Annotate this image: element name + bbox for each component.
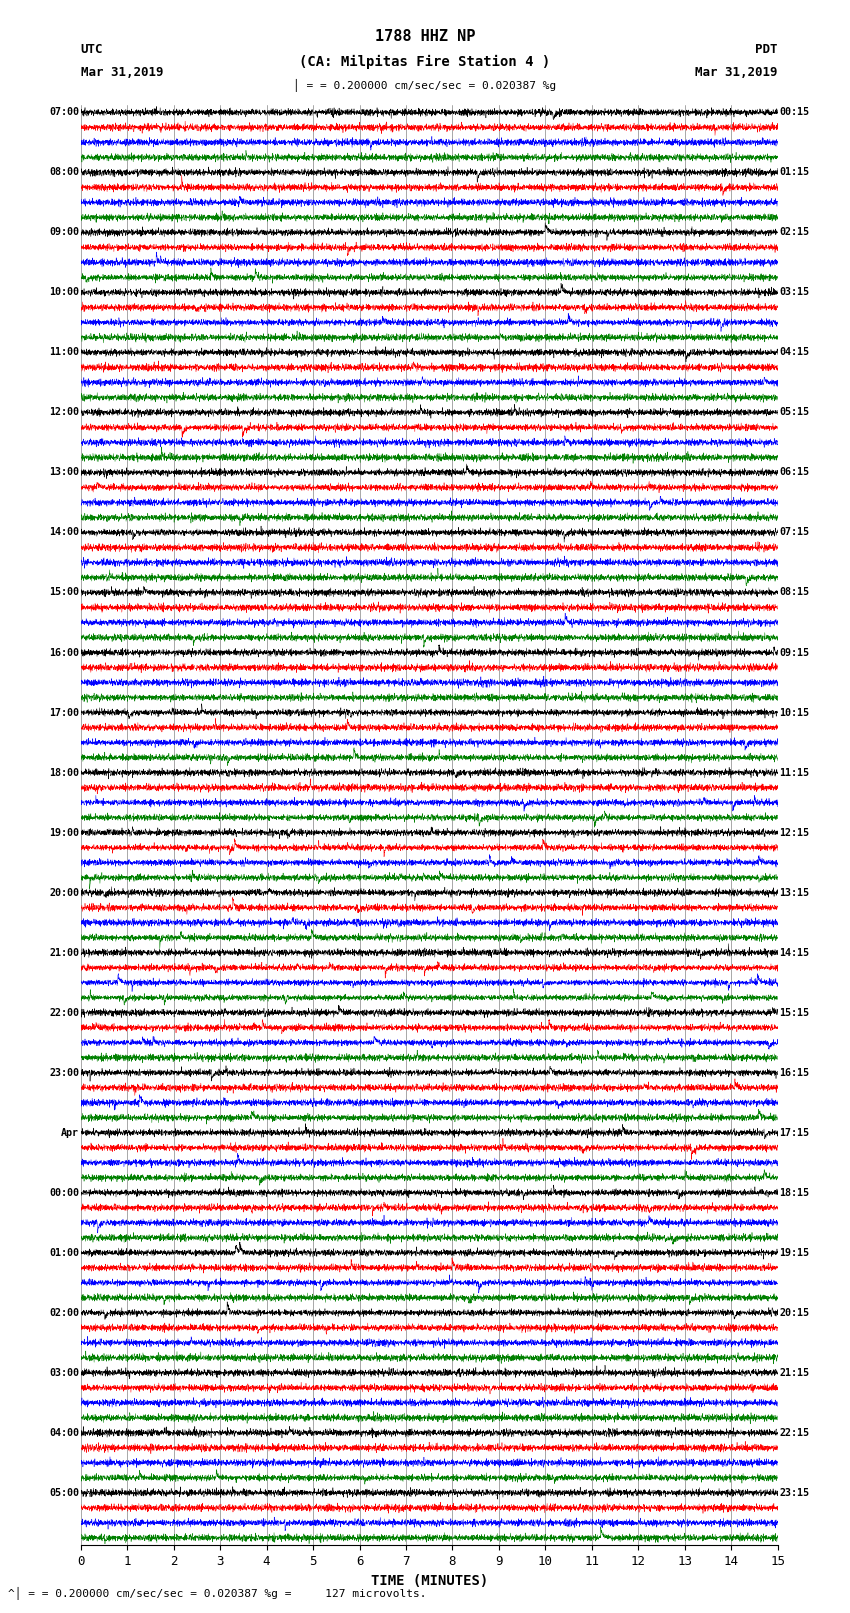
Text: 21:00: 21:00 <box>49 947 79 958</box>
Text: PDT: PDT <box>756 44 778 56</box>
Text: Mar 31,2019: Mar 31,2019 <box>81 66 163 79</box>
Text: 14:15: 14:15 <box>779 947 809 958</box>
Text: 18:00: 18:00 <box>49 768 79 777</box>
Text: 15:15: 15:15 <box>779 1008 809 1018</box>
Text: 02:00: 02:00 <box>49 1308 79 1318</box>
Text: 01:15: 01:15 <box>779 168 809 177</box>
Text: 22:00: 22:00 <box>49 1008 79 1018</box>
Text: 1788 HHZ NP: 1788 HHZ NP <box>375 29 475 44</box>
Text: 17:15: 17:15 <box>779 1127 809 1137</box>
Text: 06:15: 06:15 <box>779 468 809 477</box>
Text: 05:00: 05:00 <box>49 1487 79 1498</box>
Text: 14:00: 14:00 <box>49 527 79 537</box>
X-axis label: TIME (MINUTES): TIME (MINUTES) <box>371 1574 488 1587</box>
Text: 00:00: 00:00 <box>49 1187 79 1198</box>
Text: UTC: UTC <box>81 44 103 56</box>
Text: Apr: Apr <box>61 1127 79 1137</box>
Text: 04:15: 04:15 <box>779 347 809 358</box>
Text: 11:15: 11:15 <box>779 768 809 777</box>
Text: Mar 31,2019: Mar 31,2019 <box>695 66 778 79</box>
Text: 07:15: 07:15 <box>779 527 809 537</box>
Text: 00:15: 00:15 <box>779 108 809 118</box>
Text: 02:15: 02:15 <box>779 227 809 237</box>
Text: 12:15: 12:15 <box>779 827 809 837</box>
Text: 12:00: 12:00 <box>49 408 79 418</box>
Text: 04:00: 04:00 <box>49 1428 79 1437</box>
Text: 19:15: 19:15 <box>779 1248 809 1258</box>
Text: 03:15: 03:15 <box>779 287 809 297</box>
Text: 15:00: 15:00 <box>49 587 79 597</box>
Text: 23:15: 23:15 <box>779 1487 809 1498</box>
Text: 01:00: 01:00 <box>49 1248 79 1258</box>
Text: 16:00: 16:00 <box>49 647 79 658</box>
Text: 10:00: 10:00 <box>49 287 79 297</box>
Text: (CA: Milpitas Fire Station 4 ): (CA: Milpitas Fire Station 4 ) <box>299 55 551 69</box>
Text: 20:00: 20:00 <box>49 887 79 897</box>
Text: 08:00: 08:00 <box>49 168 79 177</box>
Text: 17:00: 17:00 <box>49 708 79 718</box>
Text: 10:15: 10:15 <box>779 708 809 718</box>
Text: 03:00: 03:00 <box>49 1368 79 1378</box>
Text: │ = = 0.200000 cm/sec/sec = 0.020387 %g: │ = = 0.200000 cm/sec/sec = 0.020387 %g <box>293 79 557 92</box>
Text: 07:00: 07:00 <box>49 108 79 118</box>
Text: 16:15: 16:15 <box>779 1068 809 1077</box>
Text: 22:15: 22:15 <box>779 1428 809 1437</box>
Text: 05:15: 05:15 <box>779 408 809 418</box>
Text: 18:15: 18:15 <box>779 1187 809 1198</box>
Text: 09:00: 09:00 <box>49 227 79 237</box>
Text: 09:15: 09:15 <box>779 647 809 658</box>
Text: 13:15: 13:15 <box>779 887 809 897</box>
Text: 21:15: 21:15 <box>779 1368 809 1378</box>
Text: 20:15: 20:15 <box>779 1308 809 1318</box>
Text: 08:15: 08:15 <box>779 587 809 597</box>
Text: 11:00: 11:00 <box>49 347 79 358</box>
Text: 19:00: 19:00 <box>49 827 79 837</box>
Text: ^│ = = 0.200000 cm/sec/sec = 0.020387 %g =     127 microvolts.: ^│ = = 0.200000 cm/sec/sec = 0.020387 %g… <box>8 1587 427 1600</box>
Text: 23:00: 23:00 <box>49 1068 79 1077</box>
Text: 13:00: 13:00 <box>49 468 79 477</box>
